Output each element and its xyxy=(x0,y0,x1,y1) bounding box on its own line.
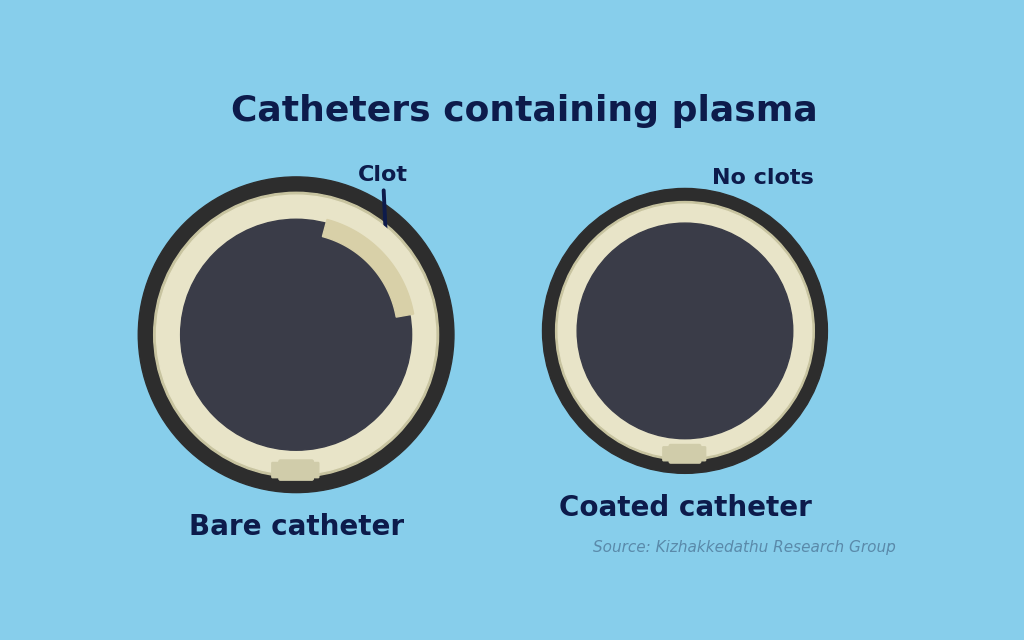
Polygon shape xyxy=(323,220,414,317)
Text: No clots: No clots xyxy=(713,168,814,188)
Text: Bare catheter: Bare catheter xyxy=(188,513,403,541)
Text: Source: Kizhakkedathu Research Group: Source: Kizhakkedathu Research Group xyxy=(593,540,895,555)
Text: Clot: Clot xyxy=(358,164,408,257)
Circle shape xyxy=(157,195,435,474)
FancyBboxPatch shape xyxy=(694,447,706,461)
FancyBboxPatch shape xyxy=(279,460,313,480)
Circle shape xyxy=(558,204,812,458)
Circle shape xyxy=(154,192,438,477)
Circle shape xyxy=(138,177,454,493)
FancyBboxPatch shape xyxy=(271,463,285,477)
Text: Catheters containing plasma: Catheters containing plasma xyxy=(231,94,818,128)
Circle shape xyxy=(556,202,814,460)
FancyBboxPatch shape xyxy=(306,463,318,477)
Text: Coated catheter: Coated catheter xyxy=(558,494,811,522)
FancyBboxPatch shape xyxy=(670,445,700,463)
Circle shape xyxy=(180,220,412,451)
Circle shape xyxy=(578,223,793,438)
Circle shape xyxy=(543,188,827,474)
FancyBboxPatch shape xyxy=(663,447,675,461)
